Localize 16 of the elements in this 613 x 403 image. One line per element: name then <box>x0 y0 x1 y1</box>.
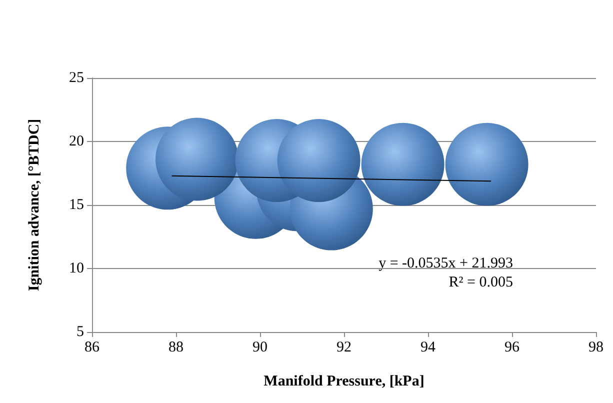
x-tick-label: 98 <box>588 340 604 356</box>
x-axis-title: Manifold Pressure, [kPa] <box>264 374 424 390</box>
annotation: y = -0.0535x + 21.993 <box>378 256 514 272</box>
x-tick-label: 96 <box>504 340 520 356</box>
y-tick-label: 20 <box>69 134 84 150</box>
x-tick-label: 88 <box>168 340 184 356</box>
y-tick-label: 15 <box>69 197 84 213</box>
y-tick-label: 25 <box>69 70 84 86</box>
x-tick-label: 92 <box>336 340 352 356</box>
y-tick-label: 5 <box>76 324 84 340</box>
annotation: R² = 0.005 <box>448 274 514 290</box>
y-tick-label: 10 <box>69 260 84 276</box>
y-axis-title: Ignition advance, [°BTDC] <box>26 118 42 292</box>
x-tick-label: 86 <box>84 340 100 356</box>
x-tick-label: 90 <box>252 340 268 356</box>
x-tick-label: 94 <box>420 340 436 356</box>
